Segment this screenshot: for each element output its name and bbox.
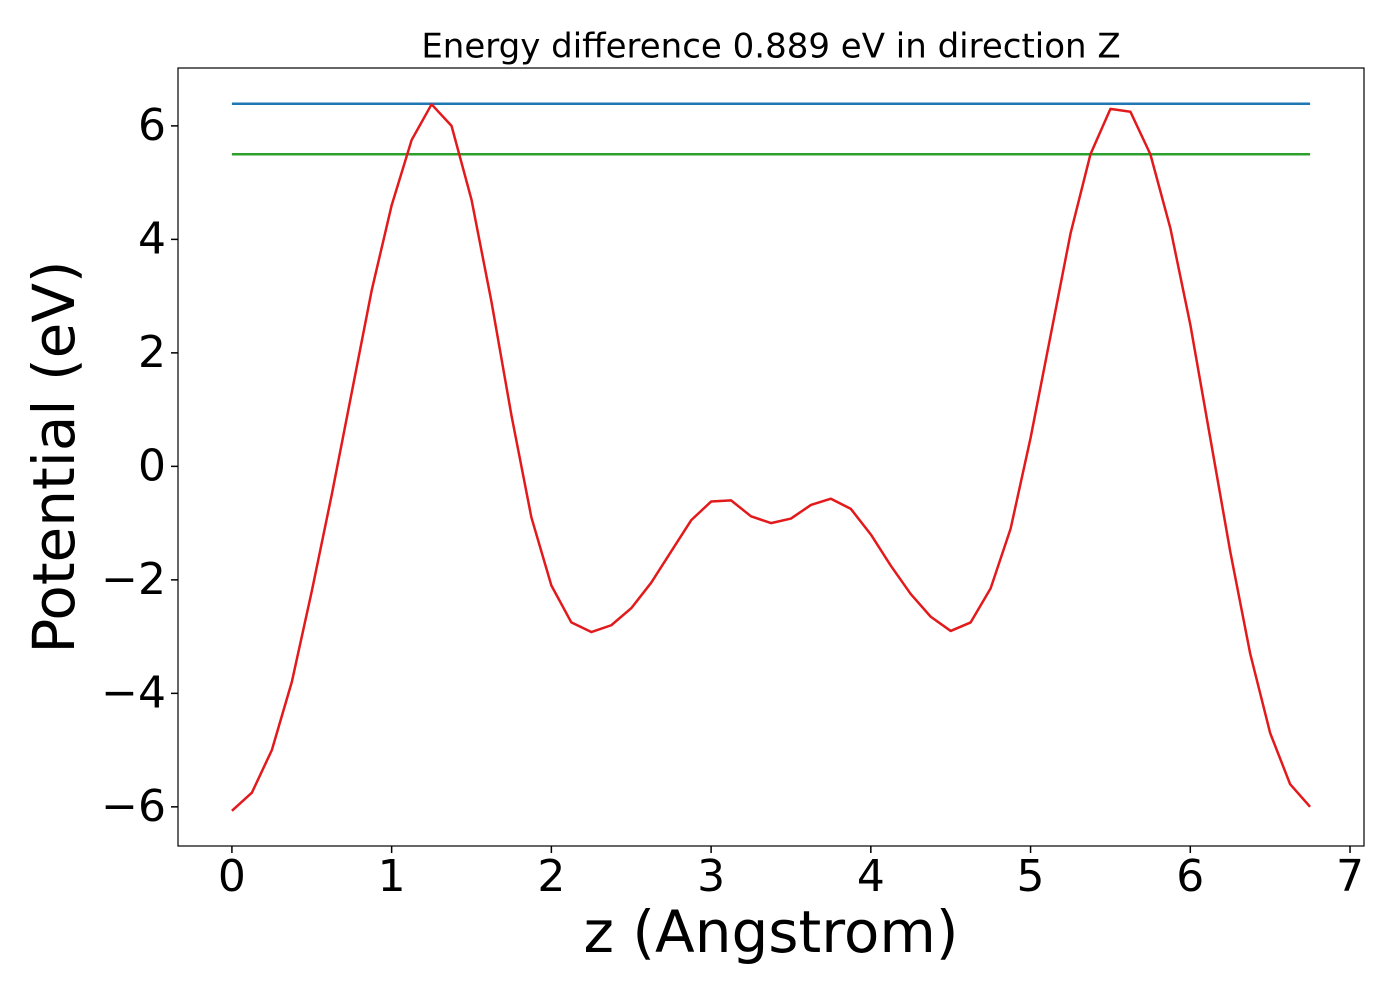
y-tick-label: 4: [138, 213, 166, 264]
plot-frame: [177, 67, 1365, 847]
x-tick-label: 1: [378, 851, 406, 902]
x-tick-label: 5: [1017, 851, 1045, 902]
y-tick-label: −4: [101, 667, 166, 718]
y-tick-label: −2: [101, 554, 166, 605]
x-tick-label: 4: [857, 851, 885, 902]
y-axis-label: Potential (eV): [20, 260, 88, 653]
x-tick-label: 2: [537, 851, 565, 902]
x-tick-label: 7: [1336, 851, 1364, 902]
y-tick-label: −6: [101, 781, 166, 832]
x-tick-label: 3: [697, 851, 725, 902]
y-tick-label: 6: [138, 100, 166, 151]
data-line: [231, 103, 1312, 812]
x-axis-label: z (Angstrom): [584, 898, 959, 966]
y-tick-label: 2: [138, 327, 166, 378]
x-tick-label: 0: [218, 851, 246, 902]
chart-title: Energy difference 0.889 eV in direction …: [421, 27, 1120, 67]
x-tick-label: 6: [1176, 851, 1204, 902]
y-tick-label: 0: [138, 440, 166, 491]
